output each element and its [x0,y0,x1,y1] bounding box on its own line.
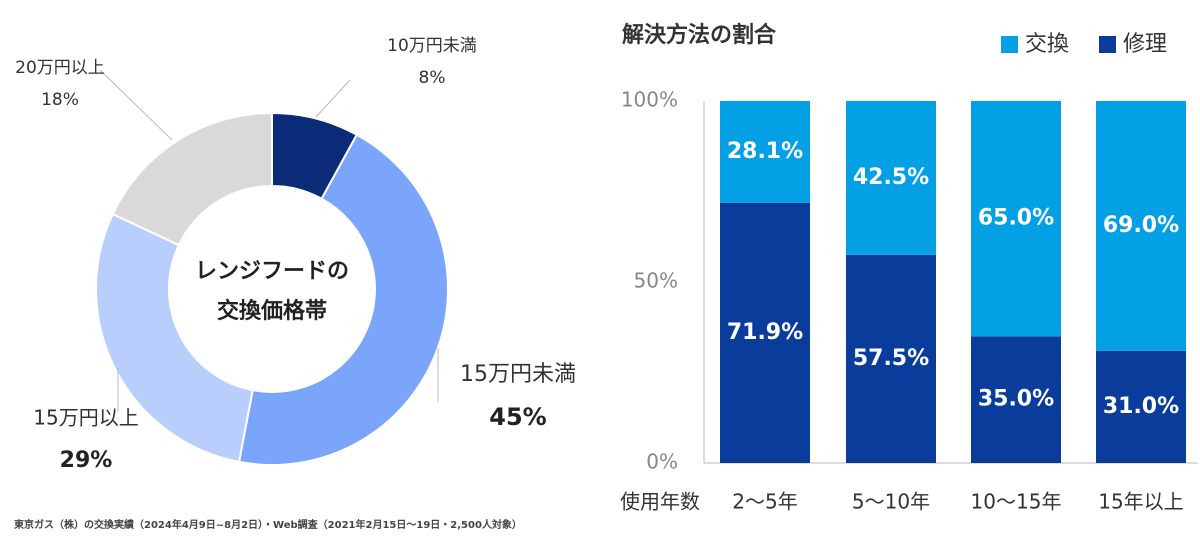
data-label-exchange: 65.0% [978,206,1054,231]
slice-value-ge15: 29% [60,448,113,473]
data-label-repair: 35.0% [978,387,1054,412]
slice-label-ge15: 15万円以上 [33,406,138,430]
legend-swatch-repair [1099,36,1116,53]
slice-value-lt10: 8% [419,68,446,88]
donut-slice-lt15 [237,133,449,466]
legend-swatch-exchange [1001,36,1018,53]
data-label-exchange: 69.0% [1103,213,1179,238]
x-category-label: 5〜10年 [852,490,930,514]
slice-value-ge20: 18% [41,90,79,110]
y-tick-label: 100% [621,88,678,112]
donut-center-label-line2: 交換価格帯 [217,298,327,324]
bar-segment-repair [720,202,810,464]
source-footnote: 東京ガス（株）の交換実績（2024年4月9日~8月2日）・Web調査（2021年… [14,520,522,531]
x-category-label: 15年以上 [1098,490,1183,514]
slice-label-lt10: 10万円未満 [387,36,477,56]
bar-segment-exchange [846,101,936,255]
bar-segment-repair [1096,350,1186,463]
y-tick-label: 0% [646,450,678,474]
slice-value-lt15: 45% [489,403,546,431]
data-label-exchange: 28.1% [727,139,803,164]
bar-segment-repair [971,336,1061,463]
donut-slice-ge15 [95,212,254,464]
leader-line-lt10 [315,79,351,118]
bar-segment-exchange [1096,101,1186,351]
legend-label-repair: 修理 [1123,32,1167,57]
slice-label-lt15: 15万円未満 [460,362,576,387]
data-label-repair: 57.5% [853,346,929,371]
data-label-exchange: 42.5% [853,165,929,190]
slice-label-ge20: 20万円以上 [15,58,105,78]
bar-segment-exchange [720,101,810,203]
x-axis-label: 使用年数 [620,490,700,514]
bar-segment-exchange [971,101,1061,337]
solution-ratio-bar-chart: 解決方法の割合 交換 修理 0% 50% 100% 71.9% 28.1% 2〜5年 57.5% 4… [620,22,1198,514]
donut-slice-ge20 [111,111,273,247]
data-label-repair: 31.0% [1103,394,1179,419]
donut-center-label-line1: レンジフードの [195,259,349,284]
x-category-label: 10〜15年 [971,490,1062,514]
x-category-label: 2〜5年 [732,490,797,514]
bar-segment-repair [846,254,936,463]
legend-label-exchange: 交換 [1025,32,1069,57]
bar-chart-title: 解決方法の割合 [622,22,777,48]
leader-line-ge20 [99,69,173,141]
data-label-repair: 71.9% [727,320,803,345]
y-tick-label: 50% [634,269,678,293]
